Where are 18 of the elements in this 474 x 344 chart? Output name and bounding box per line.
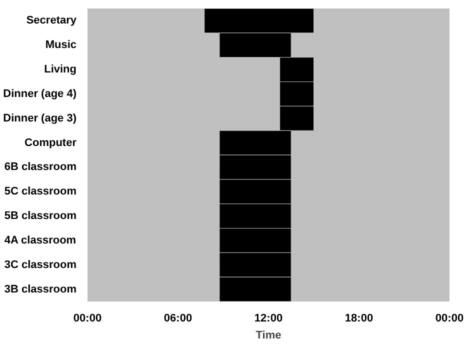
x-tick-label: 00:00: [73, 312, 102, 324]
x-tick-label: 18:00: [344, 312, 374, 324]
y-tick-label: 5C classroom: [4, 186, 77, 198]
y-tick-label: Dinner (age 4): [3, 88, 77, 100]
y-tick-label: Living: [44, 64, 77, 76]
x-tick-label: 06:00: [164, 312, 192, 324]
x-tick-label: 00:00: [435, 312, 464, 324]
y-tick-label: Dinner (age 3): [3, 112, 77, 124]
y-tick-label: 5B classroom: [4, 210, 77, 222]
y-tick-label: 3C classroom: [4, 258, 77, 271]
x-axis-title: Time: [256, 330, 282, 342]
y-tick-label: 6B classroom: [4, 161, 77, 174]
x-tick-label: 12:00: [254, 312, 283, 324]
y-tick-label: Computer: [24, 136, 78, 149]
y-tick-label: Secretary: [26, 14, 78, 27]
y-tick-label: 4A classroom: [4, 234, 76, 246]
y-tick-label: Music: [45, 39, 77, 52]
y-tick-label: 3B classroom: [4, 283, 77, 296]
